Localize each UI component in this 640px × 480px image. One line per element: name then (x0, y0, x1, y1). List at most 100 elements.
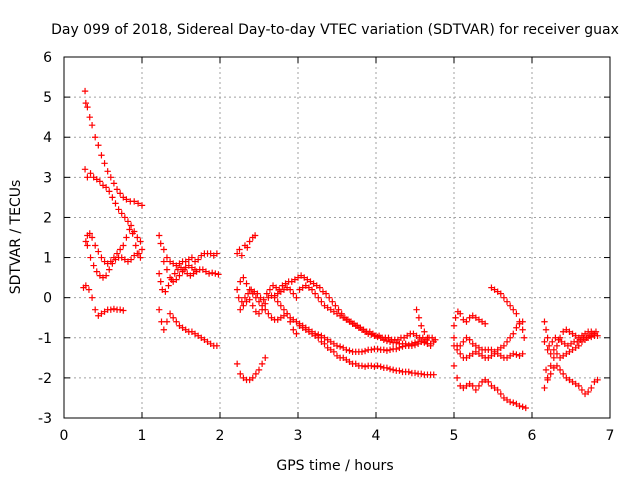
data-point (365, 330, 372, 337)
data-point (138, 202, 146, 209)
series-arc-d-3 (450, 334, 526, 362)
data-point (510, 330, 517, 337)
data-point (102, 184, 110, 191)
data-point (84, 103, 91, 111)
data-point (93, 268, 100, 275)
data-point (244, 244, 251, 251)
data-point (311, 290, 319, 297)
x-tick-labels: 0 1 2 3 4 5 6 7 (60, 428, 615, 444)
data-point (450, 334, 458, 341)
data-point (88, 234, 96, 241)
data-point (516, 402, 523, 410)
data-point (503, 338, 511, 345)
data-point (124, 218, 132, 225)
data-point (553, 342, 561, 349)
data-point (594, 376, 601, 384)
data-point (213, 250, 221, 257)
data-point (333, 342, 341, 349)
y-tick-labels: -3 -2 -1 0 1 2 3 4 5 6 (38, 50, 52, 427)
data-point (137, 254, 144, 261)
grid-lines (64, 57, 610, 418)
data-point (132, 242, 139, 249)
data-point (553, 362, 561, 370)
data-point (81, 87, 89, 95)
data-point (500, 294, 508, 301)
data-point (550, 354, 558, 362)
data-point (506, 302, 514, 309)
data-point (138, 246, 146, 253)
data-point (393, 345, 400, 353)
data-point (405, 368, 412, 376)
data-point (283, 310, 291, 317)
data-point (308, 286, 316, 293)
data-point (212, 270, 219, 277)
data-point (82, 238, 90, 245)
data-point (246, 296, 253, 303)
data-point (453, 374, 461, 382)
data-point (92, 242, 99, 249)
data-point (560, 370, 567, 378)
data-point (106, 188, 113, 195)
data-point (87, 254, 94, 261)
data-point (155, 232, 163, 239)
data-point (109, 194, 116, 201)
series-arc-d-1 (450, 308, 489, 329)
data-point (475, 382, 483, 390)
data-point (158, 318, 165, 325)
data-point (137, 238, 144, 245)
data-point (519, 403, 526, 410)
data-point (213, 342, 221, 349)
data-point (209, 269, 216, 276)
data-point (457, 350, 464, 358)
y-tick-label: 5 (43, 90, 52, 106)
data-point (166, 274, 174, 281)
data-point (513, 310, 520, 317)
data-point (343, 346, 350, 354)
data-point (383, 364, 391, 372)
data-point (266, 286, 274, 293)
data-point (116, 190, 124, 197)
data-point (127, 222, 135, 229)
data-point (118, 210, 125, 217)
series-arc-c-lower (233, 354, 269, 384)
data-point (315, 294, 322, 301)
data-point (588, 384, 595, 392)
data-point (263, 290, 270, 297)
data-point (547, 350, 554, 358)
data-point (510, 399, 517, 406)
data-point (166, 310, 174, 317)
data-point (163, 266, 171, 273)
series-arc-e-3 (542, 332, 598, 382)
x-tick-label: 0 (60, 428, 69, 444)
data-point (110, 305, 118, 313)
data-point (521, 334, 528, 341)
data-point (556, 334, 564, 341)
data-point (265, 310, 272, 317)
data-point (383, 337, 391, 345)
data-point (277, 302, 285, 309)
x-axis-label: GPS time / hours (276, 458, 393, 474)
data-point (109, 260, 116, 267)
data-point (389, 366, 397, 374)
series-arc-b-upper (155, 232, 221, 269)
series-arc-d-5 (488, 284, 528, 341)
data-point (134, 234, 141, 241)
data-point (165, 282, 172, 289)
data-point (500, 342, 508, 349)
data-point (129, 230, 136, 237)
data-point (82, 99, 90, 107)
data-point (358, 348, 366, 356)
data-point (171, 270, 178, 277)
data-point (322, 290, 330, 297)
data-point (115, 206, 122, 213)
x-tick-label: 5 (450, 428, 459, 444)
data-point (408, 342, 416, 349)
data-point (335, 306, 342, 313)
data-point (542, 326, 550, 333)
data-point (332, 302, 339, 309)
data-point (95, 142, 102, 149)
data-points (80, 87, 601, 412)
data-point (386, 365, 394, 373)
data-point (134, 250, 141, 257)
